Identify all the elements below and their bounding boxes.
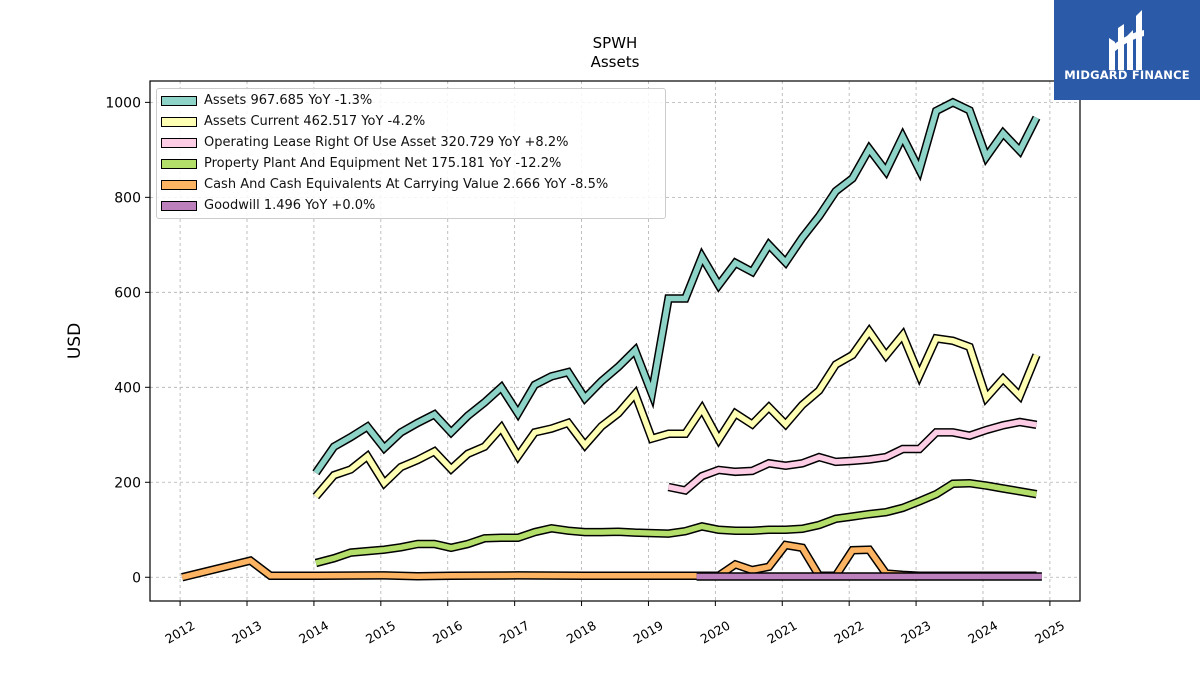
x-tick-label: 2025 (1032, 618, 1067, 647)
series-layer (181, 97, 1042, 582)
legend-label: Assets Current 462.517 YoY -4.2% (204, 114, 426, 129)
x-tick-label: 2022 (831, 618, 866, 647)
x-tick-label: 2017 (497, 618, 532, 647)
legend-label: Assets 967.685 YoY -1.3% (204, 93, 373, 108)
legend-swatch (161, 180, 197, 190)
legend-label: Goodwill 1.496 YoY +0.0% (204, 198, 376, 213)
y-axis: 0 200 400 600 800 1000 (105, 95, 150, 586)
y-tick-label: 400 (114, 380, 141, 396)
y-tick-label: 800 (114, 190, 141, 206)
series-line (667, 419, 1037, 494)
series-0 (312, 97, 1041, 476)
plot-frame (149, 80, 1081, 602)
brand-logo: MIDGARD FINANCE (1054, 0, 1200, 100)
x-tick-label: 2018 (564, 618, 599, 647)
series-4 (181, 540, 1037, 582)
legend-swatch (161, 117, 197, 127)
x-tick-label: 2020 (698, 618, 733, 647)
x-tick-label: 2012 (162, 618, 197, 647)
x-tick-label: 2023 (898, 618, 933, 647)
y-tick-label: 0 (132, 570, 141, 586)
series-2 (667, 417, 1038, 495)
x-axis: 2012 2013 2014 2015 2016 2017 2018 2019 2020 2021… (162, 601, 1067, 647)
legend-label: Cash And Cash Equivalents At Carrying Va… (204, 177, 609, 192)
legend-swatch (161, 96, 197, 106)
x-tick-label: 2014 (296, 618, 331, 647)
x-tick-label: 2019 (631, 618, 666, 647)
y-axis-label: USD (65, 323, 85, 359)
x-tick-label: 2016 (430, 618, 465, 647)
x-tick-label: 2015 (363, 618, 398, 647)
x-tick-label: 2024 (965, 618, 1000, 647)
series-line (315, 480, 1037, 566)
y-tick-label: 600 (114, 285, 141, 301)
x-tick-label: 2021 (764, 618, 799, 647)
legend-swatch (161, 159, 197, 169)
x-tick-label: 2013 (229, 618, 264, 647)
logo-mark-icon (1109, 10, 1144, 70)
series-3 (314, 478, 1038, 568)
series-1 (312, 323, 1041, 500)
logo-text: MIDGARD FINANCE (1064, 68, 1190, 82)
y-tick-label: 1000 (105, 95, 141, 111)
legend-label: Property Plant And Equipment Net 175.181… (204, 156, 562, 171)
series-line (313, 326, 1040, 499)
chart-title: SPWH (593, 34, 638, 52)
legend-label: Operating Lease Right Of Use Asset 320.7… (204, 135, 569, 150)
series-line (313, 99, 1039, 475)
legend-swatch (161, 201, 197, 211)
chart-subtitle: Assets (591, 53, 640, 71)
legend: Assets 967.685 YoY -1.3% Assets Current 4… (156, 88, 666, 219)
series-line (181, 542, 1037, 580)
legend-swatch (161, 138, 197, 148)
y-tick-label: 200 (114, 475, 141, 491)
